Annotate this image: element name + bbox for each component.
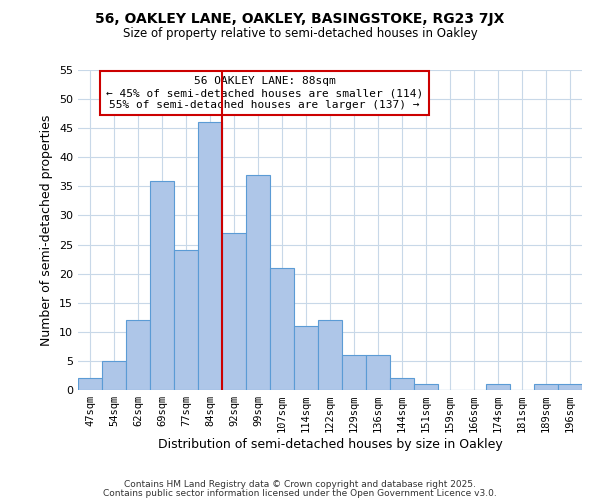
Text: 56, OAKLEY LANE, OAKLEY, BASINGSTOKE, RG23 7JX: 56, OAKLEY LANE, OAKLEY, BASINGSTOKE, RG…: [95, 12, 505, 26]
Text: Contains HM Land Registry data © Crown copyright and database right 2025.: Contains HM Land Registry data © Crown c…: [124, 480, 476, 489]
Bar: [270, 268, 294, 390]
Bar: [486, 384, 510, 390]
Bar: [414, 384, 438, 390]
Text: Contains public sector information licensed under the Open Government Licence v3: Contains public sector information licen…: [103, 488, 497, 498]
Bar: [102, 361, 126, 390]
Bar: [198, 122, 222, 390]
Bar: [558, 384, 582, 390]
Bar: [294, 326, 318, 390]
Y-axis label: Number of semi-detached properties: Number of semi-detached properties: [40, 114, 53, 346]
Bar: [126, 320, 150, 390]
Bar: [318, 320, 342, 390]
Bar: [246, 174, 270, 390]
Bar: [534, 384, 558, 390]
Bar: [366, 355, 390, 390]
X-axis label: Distribution of semi-detached houses by size in Oakley: Distribution of semi-detached houses by …: [158, 438, 502, 451]
Text: Size of property relative to semi-detached houses in Oakley: Size of property relative to semi-detach…: [122, 28, 478, 40]
Bar: [150, 180, 174, 390]
Bar: [174, 250, 198, 390]
Bar: [390, 378, 414, 390]
Bar: [342, 355, 366, 390]
Text: 56 OAKLEY LANE: 88sqm
← 45% of semi-detached houses are smaller (114)
55% of sem: 56 OAKLEY LANE: 88sqm ← 45% of semi-deta…: [106, 76, 423, 110]
Bar: [222, 233, 246, 390]
Bar: [78, 378, 102, 390]
